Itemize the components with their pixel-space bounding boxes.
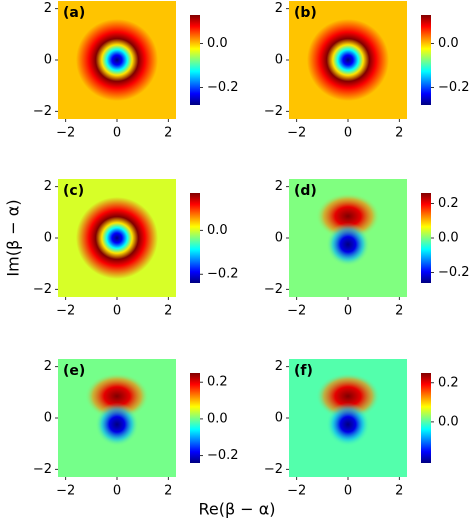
x-tick-label: 2: [164, 304, 172, 319]
heatmap-dip: [95, 402, 139, 447]
x-tick-label: 0: [344, 484, 352, 499]
colorbar-tick-label: 0.0: [207, 411, 228, 426]
x-tick-label: 2: [395, 304, 403, 319]
heatmap: [289, 359, 407, 477]
colorbar: [421, 373, 431, 463]
colorbar: [421, 193, 431, 283]
colorbar-tick-label: 0.2: [438, 375, 459, 390]
y-tick-label: −2: [264, 282, 283, 297]
colorbar-tick-label: −0.2: [438, 80, 470, 95]
y-tick-label: 2: [275, 1, 283, 16]
x-tick-label: 0: [344, 126, 352, 141]
y-tick-label: −2: [33, 104, 52, 119]
heatmap: [289, 1, 407, 119]
y-tick-label: 0: [44, 53, 52, 68]
y-tick-label: 2: [44, 359, 52, 374]
y-tick-label: −2: [33, 282, 52, 297]
x-tick-label: 2: [164, 484, 172, 499]
y-tick-label: 2: [44, 179, 52, 194]
x-tick-label: −2: [287, 126, 306, 141]
y-tick-label: −2: [33, 462, 52, 477]
heatmap: [289, 179, 407, 297]
y-tick-label: 2: [44, 1, 52, 16]
heatmap-dip: [326, 402, 370, 447]
x-tick-label: −2: [56, 126, 75, 141]
panel-label: (a): [63, 5, 85, 21]
heatmap-lobe: [315, 373, 381, 420]
colorbar-tick-label: −0.2: [438, 265, 470, 280]
y-tick-label: 0: [275, 411, 283, 426]
colorbar-tick-label: 0.0: [207, 36, 228, 51]
heatmap-ring: [75, 18, 159, 102]
heatmap-ring: [306, 18, 390, 102]
y-tick-label: 2: [275, 179, 283, 194]
colorbar-tick-label: 0.0: [438, 231, 459, 246]
y-tick-label: 2: [275, 359, 283, 374]
x-tick-label: −2: [56, 484, 75, 499]
y-axis-label: Im(β − α): [4, 199, 23, 276]
x-tick-label: 0: [344, 304, 352, 319]
y-tick-label: 0: [44, 411, 52, 426]
heatmap: [58, 179, 176, 297]
heatmap: [58, 1, 176, 119]
colorbar-tick-label: −0.2: [207, 80, 239, 95]
x-tick-label: −2: [287, 304, 306, 319]
x-tick-label: 2: [164, 126, 172, 141]
x-axis-label: Re(β − α): [198, 500, 275, 519]
x-tick-label: −2: [287, 484, 306, 499]
colorbar: [190, 15, 200, 105]
panel-label: (c): [63, 183, 84, 199]
colorbar: [190, 373, 200, 463]
colorbar-tick-label: 0.0: [207, 223, 228, 238]
x-tick-label: 0: [113, 484, 121, 499]
panel-label: (e): [63, 363, 85, 379]
colorbar-tick-label: 0.2: [438, 196, 459, 211]
panel-label: (b): [294, 5, 317, 21]
colorbar-tick-label: 0.2: [207, 375, 228, 390]
heatmap-dip: [326, 222, 370, 267]
panel-label: (f): [294, 363, 313, 379]
y-tick-label: −2: [264, 462, 283, 477]
x-tick-label: 2: [395, 126, 403, 141]
colorbar: [190, 193, 200, 283]
heatmap: [58, 359, 176, 477]
colorbar-tick-label: 0.0: [438, 36, 459, 51]
x-tick-label: 0: [113, 304, 121, 319]
heatmap-lobe: [84, 373, 150, 420]
y-tick-label: 0: [275, 53, 283, 68]
y-tick-label: −2: [264, 104, 283, 119]
x-tick-label: 2: [395, 484, 403, 499]
heatmap-ring: [75, 196, 159, 280]
colorbar-tick-label: −0.2: [207, 267, 239, 282]
colorbar-tick-label: −0.2: [207, 448, 239, 463]
y-tick-label: 0: [275, 231, 283, 246]
y-tick-label: 0: [44, 231, 52, 246]
colorbar-tick-label: 0.0: [438, 414, 459, 429]
panel-label: (d): [294, 183, 317, 199]
heatmap-lobe: [315, 193, 381, 240]
x-tick-label: 0: [113, 126, 121, 141]
x-tick-label: −2: [56, 304, 75, 319]
colorbar: [421, 15, 431, 105]
